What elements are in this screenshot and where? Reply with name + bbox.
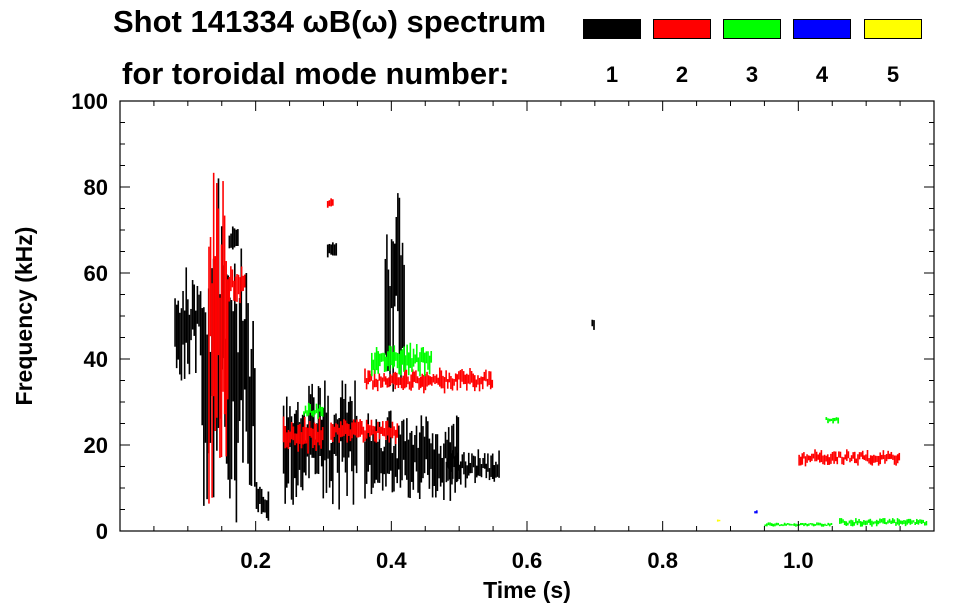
y-tick-label: 80: [84, 175, 108, 200]
mode-1-region: [228, 226, 239, 250]
y-tick-label: 0: [96, 519, 108, 544]
legend-label-mode-1: 1: [605, 62, 619, 87]
x-tick-label: 0.4: [376, 548, 407, 573]
legend-swatch-mode-1: [583, 19, 641, 39]
y-axis-title: Frequency (kHz): [11, 227, 37, 406]
legend-label-mode-3: 3: [745, 62, 759, 87]
mode-3-region: [839, 518, 928, 527]
legend-swatch-mode-4: [793, 19, 851, 39]
x-tick-label: 0.2: [240, 548, 271, 573]
chart-subtitle: for toroidal mode number:: [122, 56, 510, 91]
mode-2-region: [364, 367, 494, 394]
mode-2-region: [228, 266, 246, 304]
y-tick-label: 20: [84, 433, 108, 458]
y-tick-label: 40: [84, 347, 108, 372]
mode-2-region: [326, 198, 334, 208]
y-tick-label: 100: [71, 89, 108, 114]
legend-swatch-mode-3: [723, 19, 781, 39]
mode-2-region: [208, 172, 229, 504]
mode-3-region: [825, 417, 840, 424]
mode-1-region: [384, 193, 405, 392]
mode-1-region: [242, 273, 256, 487]
mode-5-region: [716, 519, 721, 522]
mode-2-region: [798, 449, 901, 467]
y-tick-label: 60: [84, 261, 108, 286]
x-tick-label: 0.8: [647, 548, 678, 573]
legend-label-mode-5: 5: [886, 62, 900, 87]
x-axis-title: Time (s): [483, 577, 571, 603]
mode-1-region: [255, 482, 270, 521]
mode-3-region: [370, 342, 433, 377]
mode-2-region: [330, 419, 399, 445]
x-tick-label: 0.6: [512, 548, 543, 573]
mode-1-region: [326, 242, 338, 258]
mode-1-region: [445, 449, 500, 488]
legend-label-mode-2: 2: [675, 62, 689, 87]
mode-1-region: [591, 319, 595, 330]
legend-swatch-mode-5: [864, 19, 922, 39]
mode-4-region: [754, 510, 758, 514]
spectral-data: [174, 172, 928, 527]
legend-swatch-mode-2: [653, 19, 711, 39]
x-tick-label: 1.0: [783, 548, 814, 573]
mode-2-region: [282, 416, 324, 454]
legend-label-mode-4: 4: [815, 62, 829, 87]
mode-1-region: [174, 267, 202, 381]
axis-ticks: [120, 100, 934, 532]
mode-3-region: [303, 402, 324, 419]
chart-title: Shot 141334 ωB(ω) spectrum: [113, 4, 547, 39]
tick-labels: 0.2 0.4 0.6 0.8 1.0 0 20 40 60 80 100: [71, 89, 813, 573]
mode-3-region: [764, 522, 833, 527]
